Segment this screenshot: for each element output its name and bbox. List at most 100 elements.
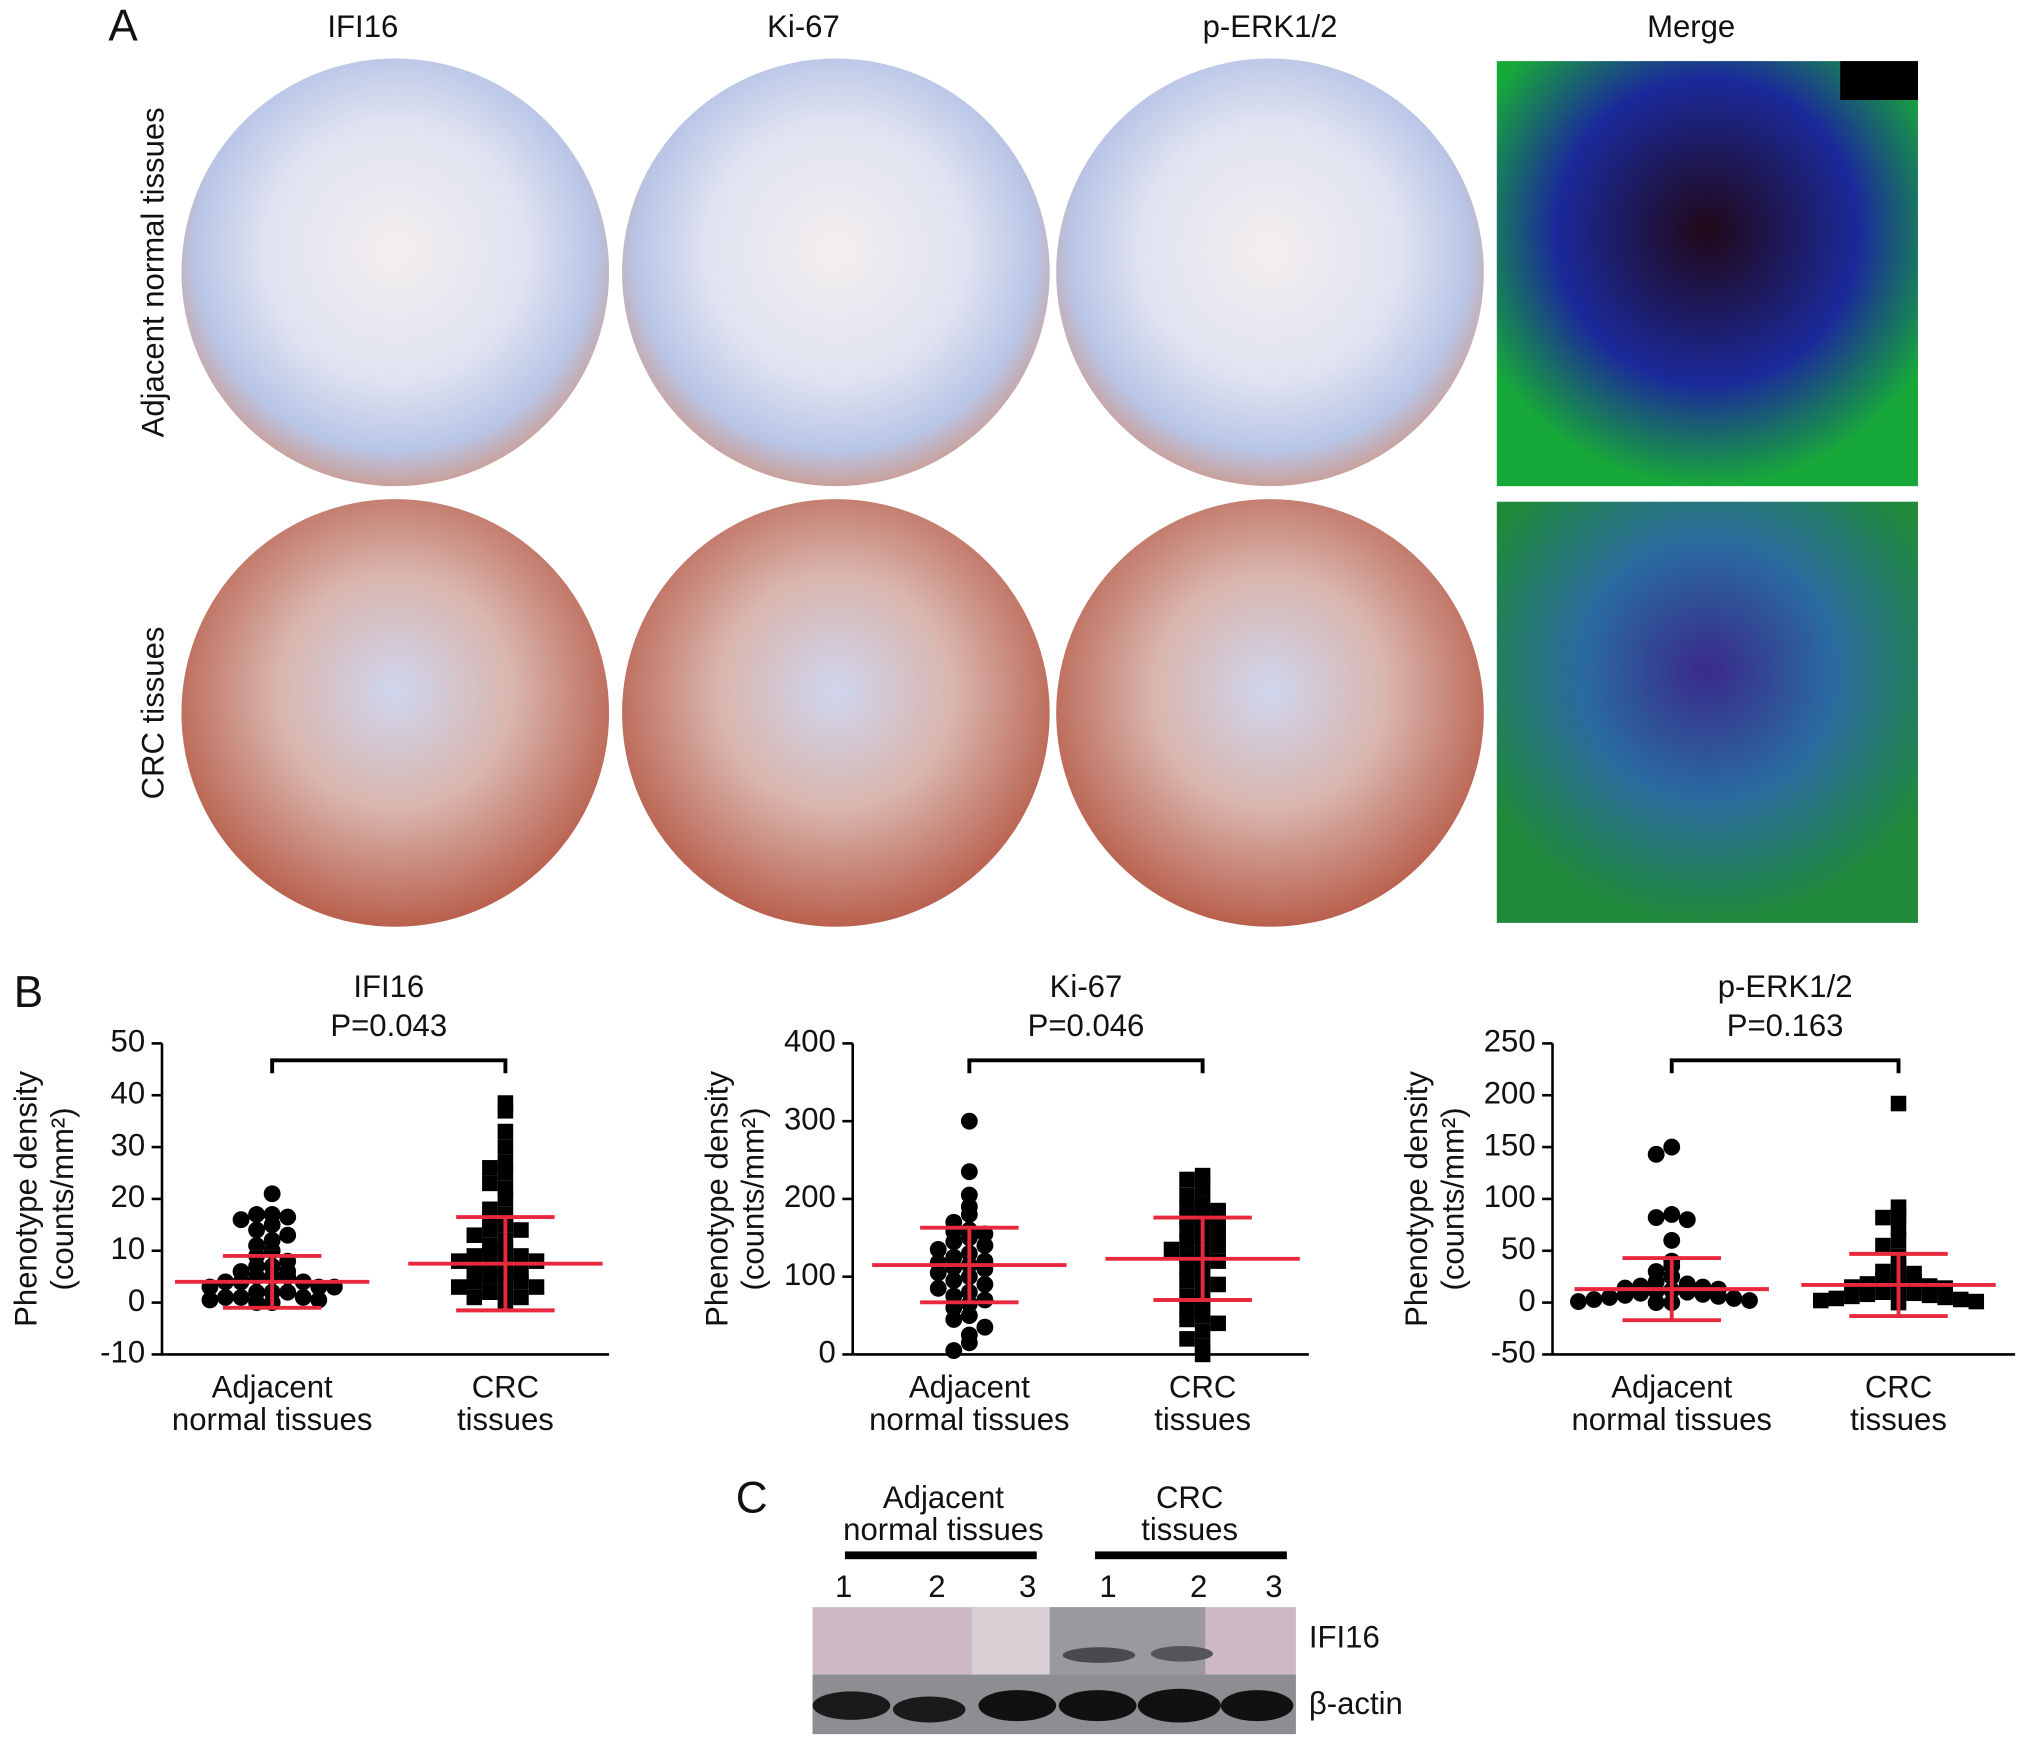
band-label: β-actin [1309,1686,1403,1721]
data-point [945,1342,963,1359]
data-point [1194,1167,1211,1184]
data-point [466,1227,483,1243]
lane-number: 2 [1190,1569,1207,1604]
bracket [1669,1058,1901,1074]
x-tick-label: CRC [1865,1370,1932,1405]
chart-title: Ki-67 [1050,969,1123,1004]
data-point [976,1260,994,1278]
data-point [960,1307,978,1324]
data-point [482,1284,498,1301]
data-point [1194,1307,1211,1324]
data-point [450,1253,467,1269]
blot-band [1150,1646,1213,1662]
data-point [945,1311,963,1328]
column-header: IFI16 [327,9,398,44]
annotation: P=0.043 [330,1008,447,1043]
data-point [294,1288,312,1306]
data-point [217,1288,234,1306]
panel-label: B [14,968,43,1017]
data-point [1828,1290,1845,1307]
data-point [1890,1232,1907,1249]
y-tick-label: 0 [819,1335,836,1370]
column-header: p-ERK1/2 [1203,9,1338,44]
y-tick-label: 100 [784,1257,836,1292]
data-point [482,1222,498,1238]
data-point [513,1248,529,1264]
group-label: Adjacent [883,1480,1004,1515]
data-point [279,1208,297,1226]
data-point [1179,1311,1195,1328]
lane-number: 2 [928,1569,945,1604]
data-point [466,1289,483,1306]
y-axis-label: Phenotype density [699,1071,734,1327]
y-tick-label: 0 [1518,1283,1535,1318]
x-tick-label: Adjacent [909,1370,1030,1405]
tissue-image [1056,499,1484,927]
x-tick-label: tissues [1154,1402,1251,1437]
blot-lane [971,1607,1050,1675]
data-point [248,1206,266,1223]
data-point [929,1279,947,1297]
lane-number: 3 [1019,1569,1036,1604]
group-label: CRC [1156,1480,1223,1515]
x-tick-label: normal tissues [1572,1402,1772,1437]
group-label: tissues [1141,1512,1238,1547]
data-point [450,1279,467,1295]
y-tick-label: 400 [784,1024,836,1059]
band-label: IFI16 [1309,1620,1380,1655]
y-tick-label: 0 [128,1283,145,1318]
data-point [513,1274,529,1290]
blot-band [1058,1690,1137,1722]
data-point [497,1103,514,1119]
data-point [1890,1095,1907,1112]
lane-number: 3 [1265,1569,1282,1604]
y-axis-label: Phenotype density [1399,1071,1434,1327]
y-tick-label: 50 [111,1024,146,1059]
data-point [1875,1237,1891,1254]
data-point [482,1268,498,1285]
tissue-image [181,58,610,487]
group-bar [1095,1551,1287,1560]
y-axis-label: (counts/mm²) [1436,1107,1471,1290]
data-point [279,1226,297,1244]
y-tick-label: 250 [1484,1024,1536,1059]
data-point [1210,1237,1226,1254]
panel-label: C [736,1474,768,1523]
data-point [1678,1211,1696,1229]
data-point [1859,1286,1876,1303]
data-point [1194,1179,1211,1196]
data-point [1725,1290,1743,1307]
group-bar [844,1551,1037,1560]
blot-band [892,1696,966,1723]
tissue-image [1056,58,1484,487]
data-point [976,1225,994,1243]
data-point [1179,1171,1195,1188]
data-point [929,1264,947,1282]
data-point [497,1191,514,1207]
data-point [945,1272,963,1289]
data-point [1647,1294,1665,1312]
data-point [497,1165,514,1181]
data-point [1179,1331,1195,1347]
data-point [1968,1293,1985,1310]
lane-number: 1 [1099,1569,1116,1604]
data-point [1601,1288,1618,1306]
data-point [1194,1346,1211,1363]
blot-band [812,1691,891,1720]
y-tick-label: 150 [1484,1127,1536,1162]
x-tick-label: Adjacent [1611,1370,1732,1405]
data-point [1709,1287,1727,1305]
group-label: normal tissues [843,1512,1043,1547]
data-point [960,1334,978,1352]
data-point [960,1186,978,1204]
blot-lane [1049,1607,1206,1675]
y-axis-label: (counts/mm²) [45,1107,80,1290]
x-tick-label: CRC [1169,1370,1236,1405]
data-point [929,1241,947,1258]
merge-image [1496,501,1918,923]
x-tick-label: normal tissues [869,1402,1069,1437]
data-point [1647,1145,1665,1163]
data-point [1210,1315,1226,1332]
data-point [1163,1241,1180,1258]
